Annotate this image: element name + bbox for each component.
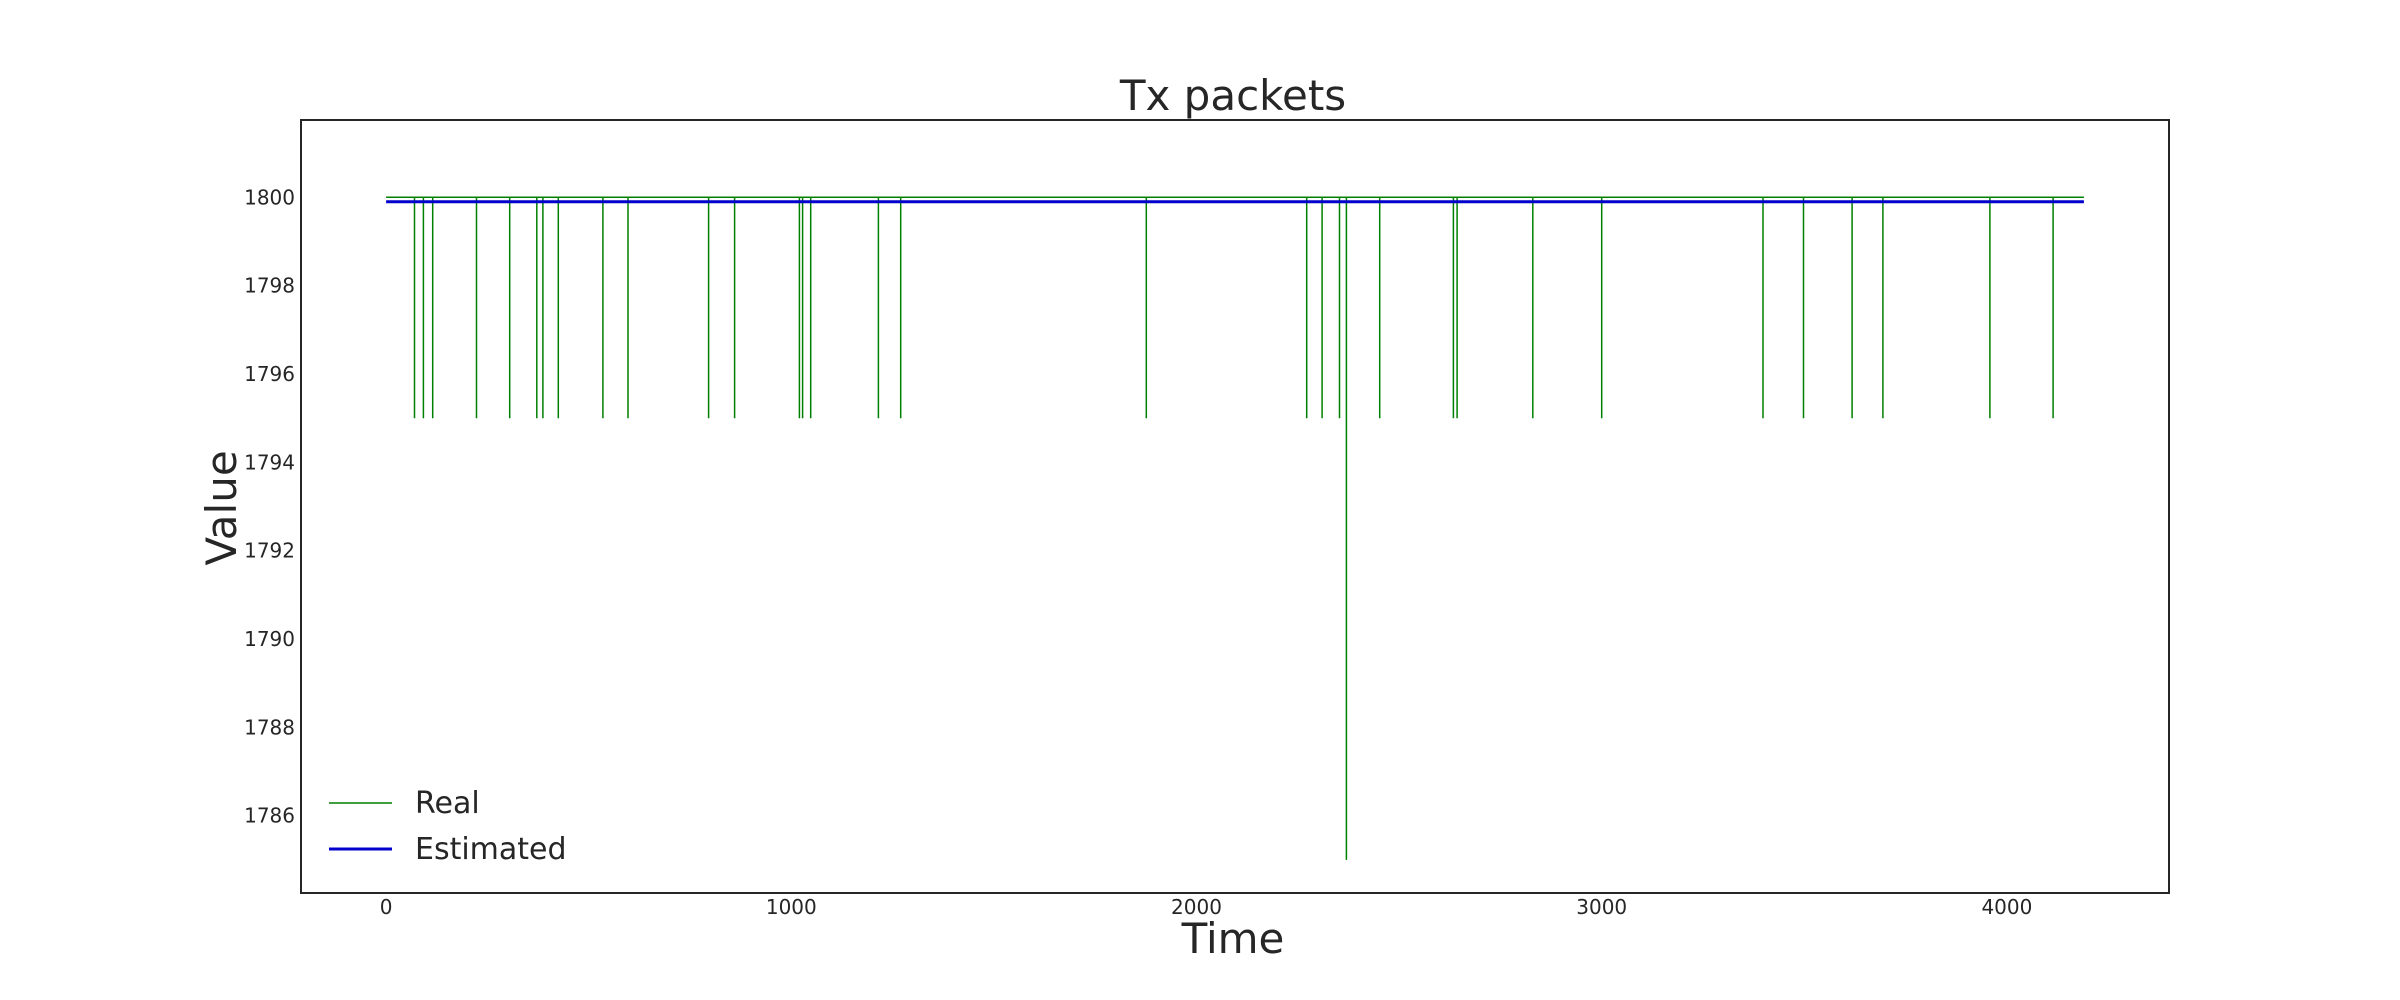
y-tick-label: 1796 [244,362,295,386]
y-tick-label: 1786 [244,804,295,828]
y-tick-label: 1790 [244,627,295,651]
y-tick-label: 1800 [244,185,295,209]
x-tick-label: 1000 [766,895,817,919]
chart-title: Tx packets [1119,71,1346,120]
x-tick-label: 2000 [1171,895,1222,919]
legend: Real Estimated [329,786,567,867]
y-tick-label: 1788 [244,715,295,739]
legend-label-real: Real [415,786,480,821]
x-axis-title: Time [1181,914,1285,963]
x-tick-label: 3000 [1576,895,1627,919]
series-layer [386,196,2084,860]
real-series-line [386,196,2084,860]
y-tick-label: 1798 [244,274,295,298]
x-tick-label: 4000 [1981,895,2032,919]
y-tick-label: 1792 [244,539,295,563]
plot-frame [300,119,2170,894]
x-tick-label: 0 [380,895,393,919]
legend-label-estimated: Estimated [415,832,567,867]
y-tick-label: 1794 [244,450,295,474]
y-axis-ticks: 1786 1788 1790 1792 1794 1796 1798 1800 [244,185,295,827]
y-axis-title: Value [197,450,246,565]
x-axis-ticks: 0 1000 2000 3000 4000 [380,895,2033,919]
